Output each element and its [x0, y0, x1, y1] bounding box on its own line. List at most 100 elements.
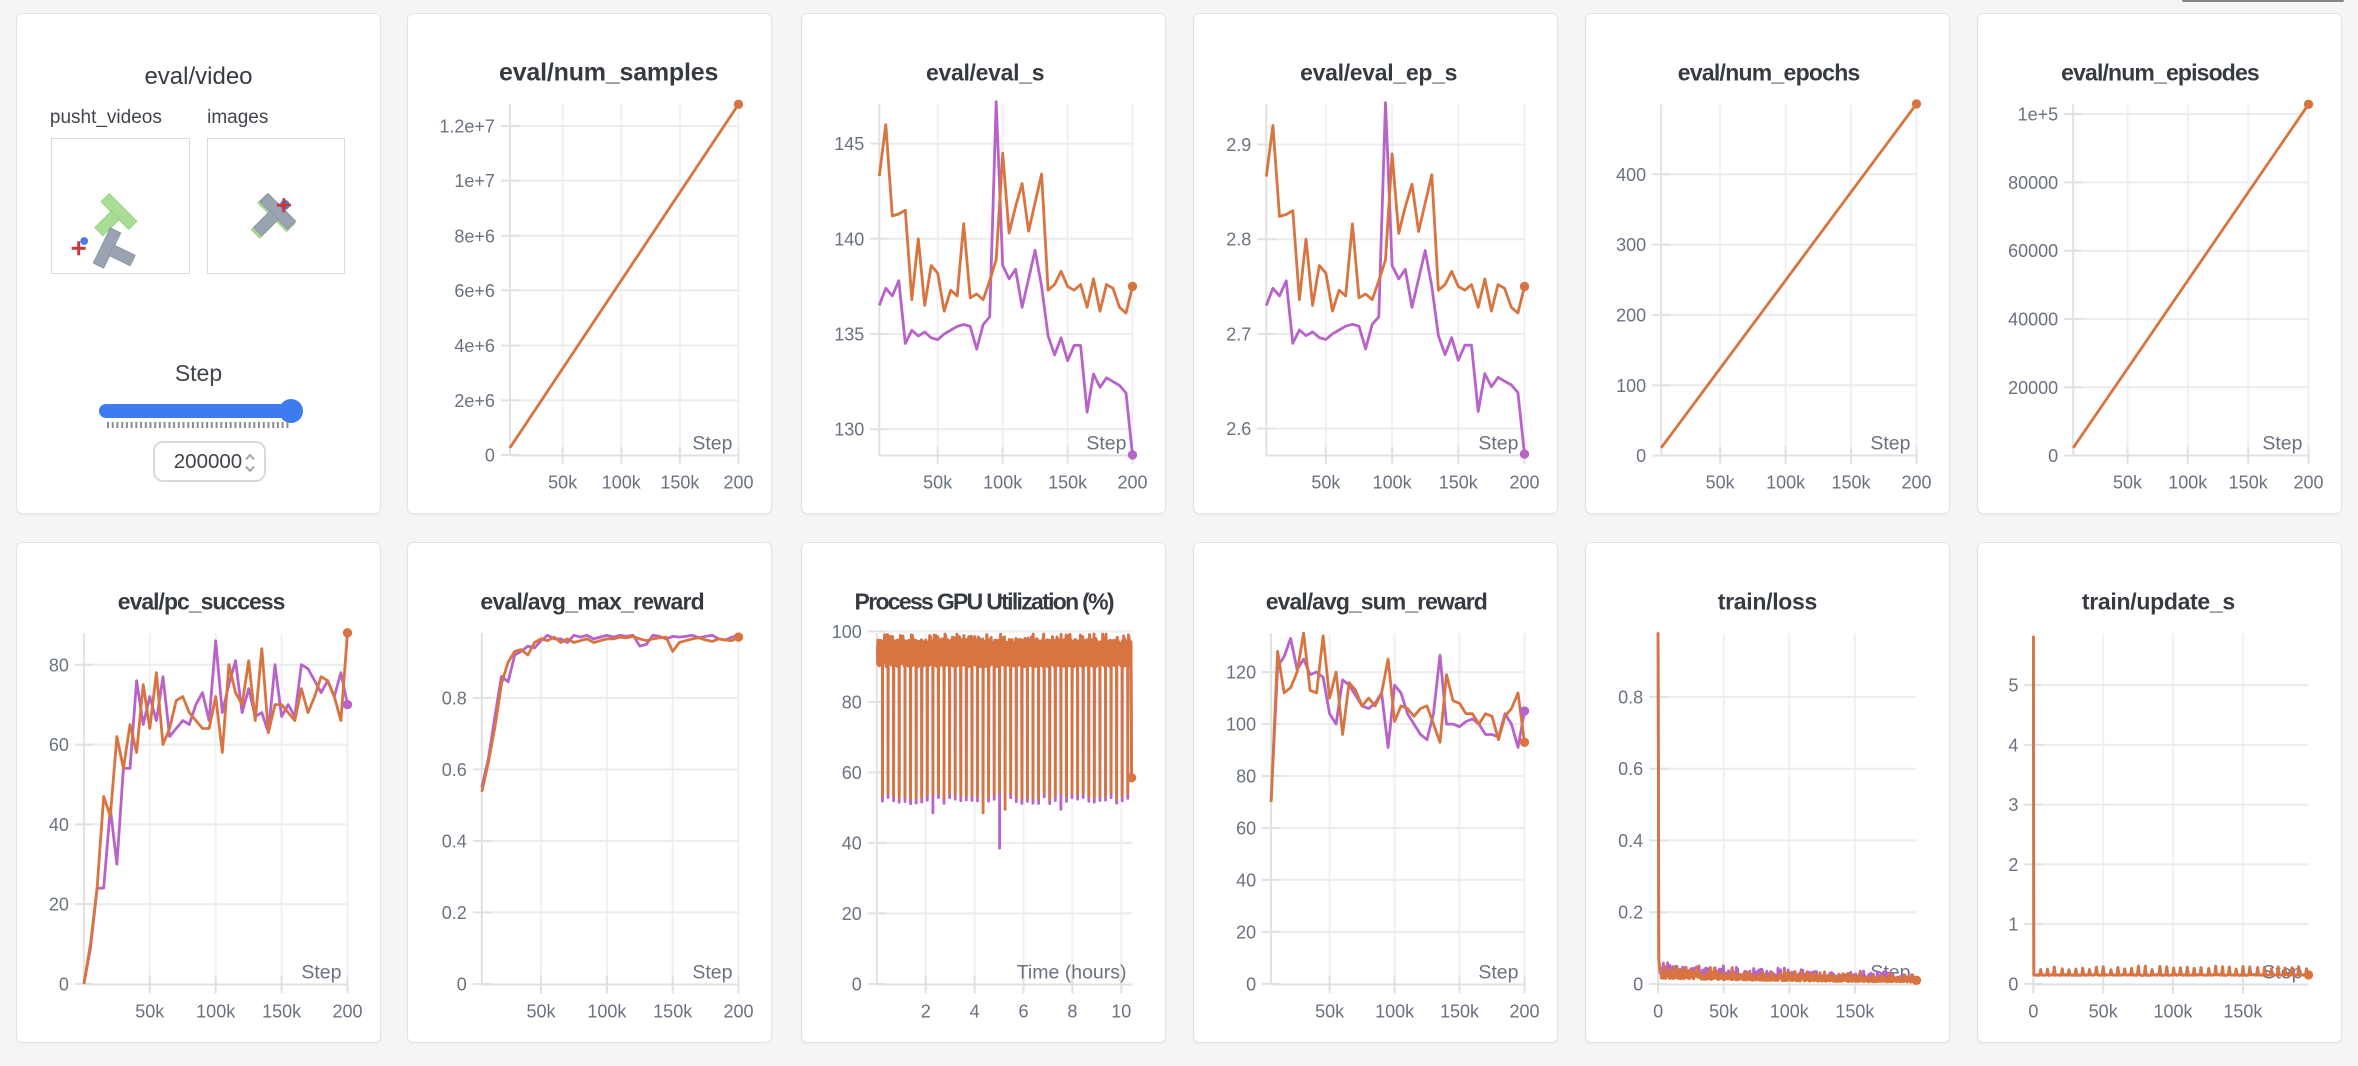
- svg-text:200: 200: [332, 1002, 362, 1022]
- svg-text:50k: 50k: [549, 473, 579, 493]
- svg-text:Step: Step: [1478, 433, 1518, 455]
- svg-text:8e+6: 8e+6: [455, 226, 496, 246]
- svg-text:0.2: 0.2: [442, 903, 467, 923]
- svg-text:Step: Step: [693, 433, 733, 455]
- svg-text:120: 120: [1226, 663, 1256, 683]
- svg-text:40: 40: [49, 815, 69, 835]
- svg-text:20: 20: [49, 895, 69, 915]
- svg-text:Time (hours): Time (hours): [1016, 962, 1126, 984]
- svg-text:6: 6: [1018, 1002, 1028, 1022]
- svg-text:150k: 150k: [1048, 473, 1088, 493]
- svg-text:200: 200: [724, 473, 754, 493]
- svg-text:eval/num_epochs: eval/num_epochs: [1678, 60, 1860, 86]
- svg-text:145: 145: [834, 134, 864, 154]
- svg-text:20: 20: [1236, 922, 1256, 942]
- svg-text:100k: 100k: [2154, 1002, 2194, 1022]
- svg-text:100k: 100k: [196, 1002, 236, 1022]
- svg-text:0.4: 0.4: [1618, 831, 1643, 851]
- svg-text:100k: 100k: [1766, 473, 1806, 493]
- svg-text:eval/num_episodes: eval/num_episodes: [2061, 60, 2259, 86]
- svg-text:50k: 50k: [1705, 473, 1735, 493]
- svg-text:2e+6: 2e+6: [455, 391, 496, 411]
- svg-text:Step: Step: [2262, 433, 2302, 455]
- svg-text:eval/eval_s: eval/eval_s: [925, 60, 1043, 86]
- svg-text:135: 135: [834, 325, 864, 345]
- svg-text:Step: Step: [1870, 433, 1910, 455]
- svg-text:4: 4: [969, 1002, 979, 1022]
- svg-text:150k: 150k: [1440, 1002, 1480, 1022]
- svg-text:0.6: 0.6: [442, 760, 467, 780]
- svg-text:0: 0: [2008, 974, 2018, 994]
- svg-text:400: 400: [1616, 165, 1646, 185]
- svg-text:150k: 150k: [1835, 1002, 1875, 1022]
- svg-text:60: 60: [841, 763, 861, 783]
- svg-text:150k: 150k: [1438, 473, 1478, 493]
- svg-text:50k: 50k: [2089, 1002, 2119, 1022]
- svg-text:80: 80: [49, 655, 69, 675]
- svg-text:train/loss: train/loss: [1718, 589, 1817, 615]
- svg-text:0: 0: [851, 974, 861, 994]
- svg-text:40: 40: [841, 833, 861, 853]
- svg-text:150k: 150k: [2229, 473, 2269, 493]
- svg-text:Step: Step: [693, 962, 733, 984]
- svg-text:60: 60: [1236, 819, 1256, 839]
- svg-text:train/update_s: train/update_s: [2082, 589, 2235, 615]
- svg-text:40: 40: [1236, 870, 1256, 890]
- svg-text:50k: 50k: [1709, 1002, 1739, 1022]
- svg-text:50k: 50k: [923, 473, 953, 493]
- svg-text:eval/num_samples: eval/num_samples: [499, 59, 718, 87]
- svg-text:130: 130: [834, 420, 864, 440]
- svg-text:50k: 50k: [2113, 473, 2143, 493]
- svg-text:2: 2: [920, 1002, 930, 1022]
- svg-text:40000: 40000: [2008, 310, 2058, 330]
- svg-text:Step: Step: [1086, 433, 1126, 455]
- svg-text:0.6: 0.6: [1618, 759, 1643, 779]
- svg-text:0: 0: [2028, 1002, 2038, 1022]
- svg-text:50k: 50k: [527, 1002, 557, 1022]
- svg-text:60000: 60000: [2008, 241, 2058, 261]
- svg-text:150k: 150k: [661, 473, 701, 493]
- svg-text:50k: 50k: [135, 1002, 165, 1022]
- svg-text:100: 100: [1226, 715, 1256, 735]
- svg-text:0: 0: [1636, 446, 1646, 466]
- svg-text:100k: 100k: [1770, 1002, 1810, 1022]
- svg-text:0.8: 0.8: [442, 688, 467, 708]
- svg-text:200: 200: [1901, 473, 1931, 493]
- svg-text:5: 5: [2008, 676, 2018, 696]
- svg-text:200: 200: [1509, 473, 1539, 493]
- svg-text:100k: 100k: [983, 473, 1023, 493]
- svg-text:eval/eval_ep_s: eval/eval_ep_s: [1300, 60, 1457, 86]
- svg-text:100k: 100k: [602, 473, 642, 493]
- svg-text:100k: 100k: [1372, 473, 1412, 493]
- svg-text:10: 10: [1111, 1002, 1131, 1022]
- svg-text:300: 300: [1616, 235, 1646, 255]
- svg-text:0: 0: [485, 445, 495, 465]
- svg-text:1e+7: 1e+7: [455, 171, 496, 191]
- svg-text:3: 3: [2008, 795, 2018, 815]
- svg-text:80: 80: [841, 692, 861, 712]
- svg-text:150k: 150k: [2223, 1002, 2263, 1022]
- svg-text:2.8: 2.8: [1226, 230, 1251, 250]
- svg-text:150k: 150k: [1831, 473, 1871, 493]
- svg-text:200: 200: [724, 1002, 754, 1022]
- svg-text:0: 0: [457, 974, 467, 994]
- svg-text:150k: 150k: [654, 1002, 694, 1022]
- svg-text:80: 80: [1236, 767, 1256, 787]
- svg-text:eval/pc_success: eval/pc_success: [118, 589, 285, 615]
- svg-text:4: 4: [2008, 735, 2018, 755]
- svg-text:0: 0: [1246, 974, 1256, 994]
- svg-text:Process GPU Utilization (%): Process GPU Utilization (%): [854, 589, 1113, 615]
- svg-text:20: 20: [841, 904, 861, 924]
- svg-text:eval/avg_sum_reward: eval/avg_sum_reward: [1265, 589, 1486, 615]
- svg-text:2.7: 2.7: [1226, 324, 1251, 344]
- svg-text:140: 140: [834, 229, 864, 249]
- svg-text:Step: Step: [301, 962, 341, 984]
- svg-text:150k: 150k: [262, 1002, 302, 1022]
- svg-text:100k: 100k: [2168, 473, 2208, 493]
- svg-text:100: 100: [831, 622, 861, 642]
- svg-text:200: 200: [1509, 1002, 1539, 1022]
- svg-text:2: 2: [2008, 855, 2018, 875]
- svg-text:100: 100: [1616, 376, 1646, 396]
- svg-text:6e+6: 6e+6: [455, 281, 496, 301]
- svg-text:80000: 80000: [2008, 173, 2058, 193]
